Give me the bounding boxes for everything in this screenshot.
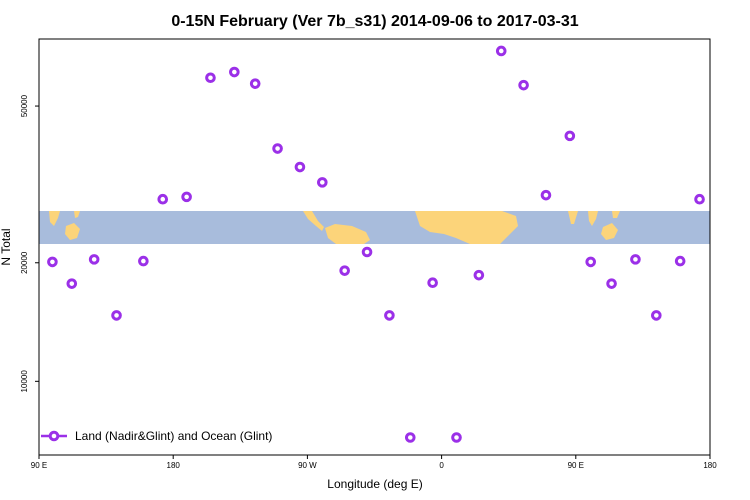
data-point	[157, 193, 169, 205]
data-point	[473, 269, 485, 281]
y-tick-label: 20000	[20, 251, 29, 274]
data-point	[564, 130, 576, 142]
legend-label: Land (Nadir&Glint) and Ocean (Glint)	[75, 429, 272, 443]
plot-frame	[38, 38, 711, 456]
data-point	[651, 310, 662, 321]
data-point	[339, 265, 350, 276]
x-tick-label: 90 E	[568, 461, 584, 470]
x-tick-label: 0	[439, 461, 444, 470]
data-point	[630, 254, 641, 265]
land-borneo-right	[601, 223, 618, 240]
data-point	[694, 193, 705, 205]
data-point	[404, 432, 416, 443]
land-islands-left	[74, 211, 80, 218]
data-point	[181, 191, 192, 203]
land-southeast-asia-right	[588, 211, 598, 226]
land-africa	[415, 211, 518, 244]
y-axis: 10000 20000 50000	[20, 94, 39, 392]
data-point	[427, 277, 438, 289]
ocean-band	[39, 211, 710, 244]
x-axis: 90 E 180 90 W 0 90 E 180	[31, 455, 717, 470]
data-point	[294, 161, 306, 173]
data-point	[674, 255, 686, 267]
data-point	[111, 310, 122, 321]
land-shapes	[49, 211, 620, 244]
map-band	[39, 211, 710, 244]
x-tick-label: 180	[703, 461, 717, 470]
data-point	[384, 310, 395, 321]
y-tick-label: 50000	[20, 94, 29, 117]
data-point	[361, 246, 373, 258]
x-tick-label: 90 W	[298, 461, 317, 470]
data-point	[47, 256, 58, 268]
data-point	[585, 256, 597, 268]
data-point	[317, 177, 328, 188]
land-southeast-asia-left	[49, 211, 60, 226]
data-point	[229, 66, 240, 78]
land-borneo-left	[65, 223, 80, 240]
data-point	[606, 278, 617, 289]
land-islands-right	[612, 211, 620, 218]
data-point	[518, 79, 529, 91]
data-points	[47, 45, 705, 443]
data-point	[249, 78, 261, 89]
data-point	[451, 432, 462, 443]
data-point	[138, 255, 149, 267]
y-tick-label: 10000	[20, 370, 29, 393]
land-south-america	[325, 224, 370, 244]
land-central-america	[303, 211, 324, 231]
x-tick-label: 180	[167, 461, 181, 470]
data-point	[205, 72, 216, 84]
land-india	[568, 211, 578, 224]
y-axis-label: N Total	[0, 228, 13, 265]
data-point	[495, 45, 507, 57]
legend-marker	[48, 430, 60, 442]
legend: Land (Nadir&Glint) and Ocean (Glint)	[41, 429, 272, 443]
data-point	[66, 278, 78, 289]
data-point	[540, 189, 552, 201]
data-point	[88, 254, 100, 265]
data-point	[272, 143, 283, 154]
x-axis-label: Longitude (deg E)	[327, 477, 422, 491]
x-tick-label: 90 E	[31, 461, 47, 470]
chart-title: 0-15N February (Ver 7b_s31) 2014-09-06 t…	[171, 13, 578, 30]
